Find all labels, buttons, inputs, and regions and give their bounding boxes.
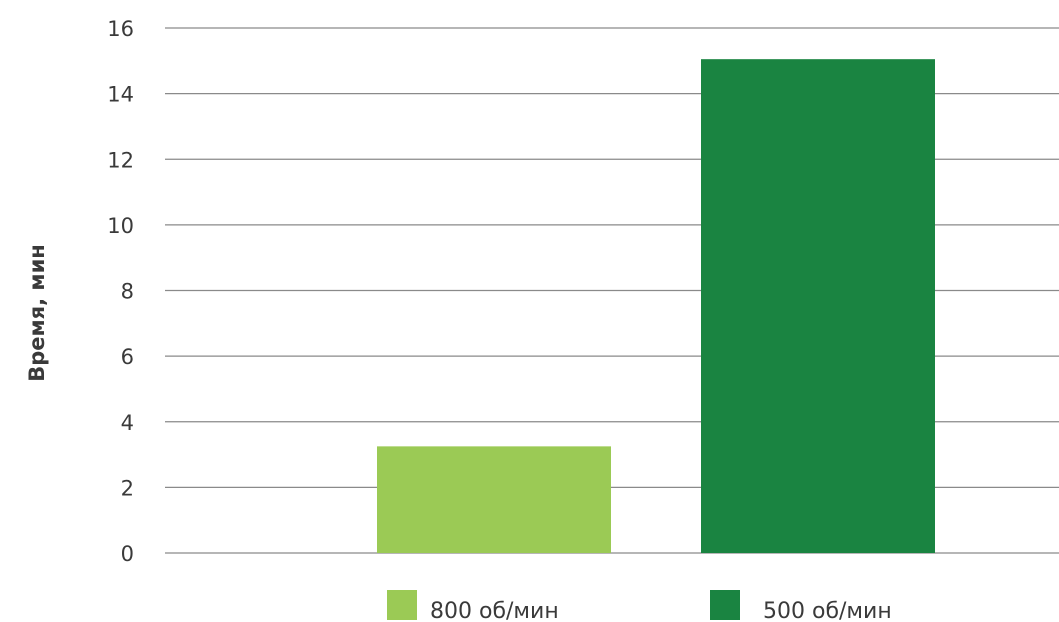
legend-label-1: 800 об/мин — [430, 599, 559, 622]
y-tick-label: 4 — [121, 411, 134, 435]
y-tick-label: 0 — [121, 542, 134, 566]
bars — [377, 59, 935, 553]
legend-swatch-2 — [710, 590, 740, 620]
legend-swatch-1 — [387, 590, 417, 620]
legend: 800 об/мин 500 об/мин — [387, 590, 892, 622]
y-tick-label: 8 — [121, 280, 134, 304]
y-tick-label: 2 — [121, 476, 134, 500]
legend-label-2: 500 об/мин — [763, 599, 892, 622]
grid-lines — [165, 27, 1059, 554]
y-tick-labels: 0 2 4 6 8 10 12 14 16 — [107, 17, 134, 566]
y-tick-label: 16 — [107, 17, 134, 41]
y-tick-label: 6 — [121, 345, 134, 369]
bar-2 — [701, 59, 935, 553]
y-axis-label: Время, мин — [25, 244, 49, 382]
y-tick-label: 14 — [107, 83, 134, 107]
bar-1 — [377, 446, 611, 553]
y-tick-label: 10 — [107, 214, 134, 238]
y-tick-label: 12 — [107, 148, 134, 172]
